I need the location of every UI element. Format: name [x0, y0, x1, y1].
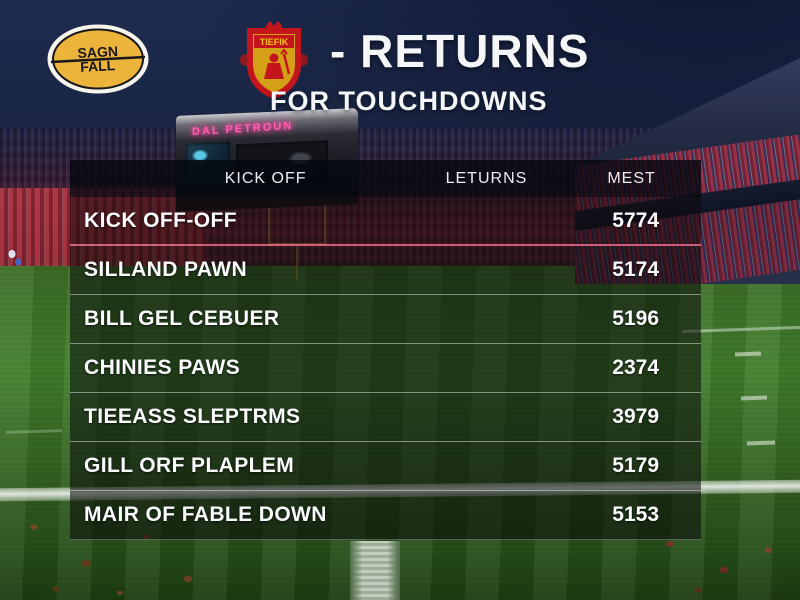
row-label: BILL GEL CEBUER: [84, 307, 280, 330]
football-logo-icon: SAGN FALL: [47, 24, 149, 94]
table-body: KICK OFF-OFF 5774 SILLAND PAWN 5174 BILL…: [70, 197, 701, 540]
row-label: GILL ORF PLAPLEM: [84, 454, 295, 477]
football-logo-text-1: SAGN: [77, 43, 118, 61]
row-label: KICK OFF-OFF: [84, 208, 237, 232]
table-row: GILL ORF PLAPLEM 5179: [70, 442, 701, 491]
table-header-row: KICK OFF LETURNS MEST: [70, 160, 701, 197]
row-value: 5153: [612, 503, 659, 526]
table-row: BILL GEL CEBUER 5196: [70, 295, 701, 344]
table-row: CHINIES PAWS 2374: [70, 344, 701, 393]
crest-banner-text: TIEFIK: [260, 37, 289, 47]
scoreboard-neon-text: DAL PETROUN: [191, 119, 294, 139]
row-label: TIEEASS SLEPTRMS: [84, 405, 301, 428]
table-row: SILLAND PAWN 5174: [70, 246, 701, 295]
row-value: 3979: [612, 405, 659, 428]
column-header-mest: MEST: [607, 169, 656, 187]
row-label: MAIR OF FABLE DOWN: [84, 503, 327, 526]
team-crest-icon: TIEFIK: [240, 21, 308, 100]
column-header-kickoff: KICK OFF: [224, 169, 307, 187]
row-label: SILLAND PAWN: [84, 258, 248, 281]
page-subtitle: FOR TOUCHDOWNS: [270, 86, 548, 116]
row-value: 2374: [612, 356, 659, 379]
column-header-returns: LETURNS: [445, 169, 528, 187]
stats-table: KICK OFF LETURNS MEST KICK OFF-OFF 5774 …: [70, 160, 701, 541]
football-logo-text-2: FALL: [80, 57, 116, 75]
row-value: 5774: [612, 208, 659, 232]
row-value: 5196: [612, 307, 659, 330]
page-title: - RETURNS: [330, 25, 590, 77]
row-value: 5179: [612, 454, 659, 477]
table-row: KICK OFF-OFF 5774: [70, 197, 701, 246]
table-row: TIEEASS SLEPTRMS 3979: [70, 393, 701, 442]
row-value: 5174: [612, 258, 659, 281]
table-row: MAIR OF FABLE DOWN 5153: [70, 491, 701, 540]
painted-midline: [350, 541, 400, 600]
row-label: CHINIES PAWS: [84, 356, 241, 379]
